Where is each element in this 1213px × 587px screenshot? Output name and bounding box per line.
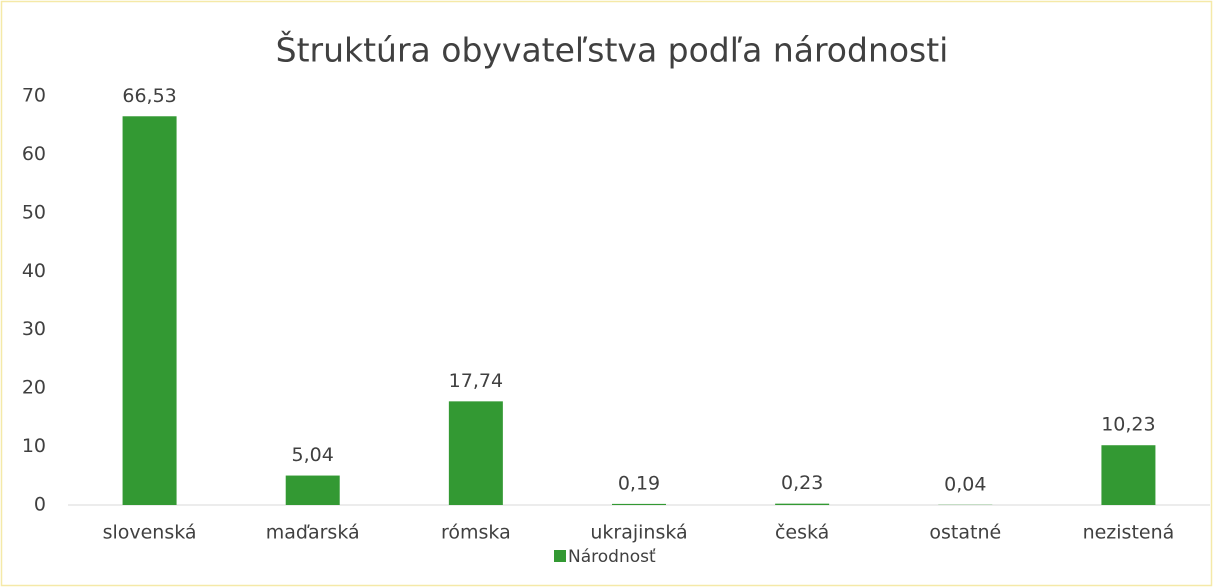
y-tick-label: 10	[22, 435, 46, 457]
x-tick-label: rómska	[441, 522, 511, 544]
bar	[775, 503, 830, 505]
bar	[285, 475, 340, 505]
value-label: 5,04	[292, 444, 334, 466]
x-tick-label: ukrajinská	[590, 522, 687, 544]
value-label: 0,04	[944, 473, 986, 495]
x-tick-label: maďarská	[266, 522, 360, 544]
y-tick-label: 20	[22, 377, 46, 399]
value-label: 66,53	[122, 85, 176, 107]
x-tick-label: ostatné	[929, 522, 1001, 544]
y-tick-label: 70	[22, 85, 46, 107]
legend-swatch	[554, 550, 566, 562]
legend-label: Národnosť	[568, 547, 656, 567]
y-tick-label: 60	[22, 143, 46, 165]
bar	[612, 503, 666, 505]
value-label: 0,19	[618, 472, 660, 494]
value-label: 10,23	[1101, 414, 1155, 436]
x-tick-label: slovenská	[103, 522, 197, 544]
bar	[1101, 445, 1156, 505]
y-tick-label: 50	[22, 201, 46, 223]
bar	[122, 116, 177, 505]
bar	[448, 401, 503, 505]
x-tick-label: česká	[775, 522, 829, 544]
x-tick-label: nezistená	[1083, 522, 1175, 544]
value-label: 0,23	[781, 472, 823, 494]
y-tick-label: 40	[22, 260, 46, 282]
y-tick-label: 0	[34, 494, 46, 516]
y-tick-label: 30	[22, 318, 46, 340]
value-label: 17,74	[449, 370, 503, 392]
chart-title: Štruktúra obyvateľstva podľa národnosti	[276, 30, 949, 70]
